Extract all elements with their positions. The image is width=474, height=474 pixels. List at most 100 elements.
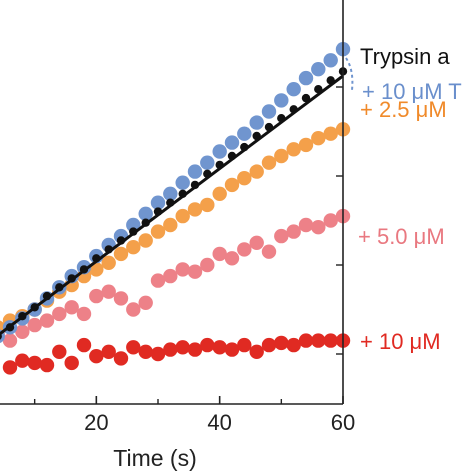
data-point: [15, 324, 30, 339]
data-point: [126, 302, 141, 317]
data-point: [187, 202, 203, 217]
data-point: [261, 244, 277, 259]
data-point: [175, 340, 190, 355]
data-point: [163, 186, 178, 201]
data-point: [101, 344, 116, 359]
data-point: [52, 306, 67, 322]
data-point: [286, 224, 301, 239]
data-point: [261, 155, 277, 170]
data-point: [212, 144, 227, 159]
data-point: [27, 317, 42, 333]
data-point: [76, 337, 92, 353]
series-label: + 10 μM: [360, 329, 441, 354]
data-point: [64, 355, 79, 371]
data-point: [261, 104, 277, 119]
data-point: [298, 70, 314, 86]
data-point: [212, 340, 227, 355]
data-point: [301, 93, 311, 103]
data-point: [113, 246, 129, 262]
data-point: [224, 177, 240, 193]
x-tick-label: 40: [207, 410, 231, 435]
data-point: [175, 175, 190, 190]
data-point: [138, 206, 153, 221]
data-point: [52, 344, 67, 359]
series-2: [0, 122, 351, 335]
series-4: [2, 333, 351, 375]
label-connector: [345, 57, 354, 91]
data-point: [274, 93, 289, 108]
data-point: [200, 197, 215, 213]
x-ticks: 20 40 60: [33, 86, 355, 435]
series-1: [0, 42, 351, 344]
data-point: [249, 344, 264, 359]
data-point: [163, 217, 178, 233]
data-point: [2, 333, 18, 348]
series-label: Trypsin a: [360, 44, 450, 69]
data-point: [237, 242, 252, 257]
data-point: [101, 284, 116, 299]
data-point: [200, 337, 215, 353]
plot-area: [0, 42, 351, 375]
series-3: [0, 208, 351, 348]
data-point: [187, 264, 203, 279]
data-point: [76, 306, 92, 322]
data-point: [187, 342, 203, 357]
data-point: [323, 126, 338, 141]
data-point: [311, 131, 326, 146]
data-point: [298, 217, 314, 233]
data-point: [212, 246, 227, 262]
data-point: [64, 300, 79, 315]
data-point: [39, 313, 55, 328]
series-label: + 5.0 μM: [358, 224, 445, 249]
data-point: [224, 251, 240, 266]
data-point: [249, 235, 264, 250]
data-point: [126, 217, 141, 233]
data-point: [286, 337, 301, 353]
data-point: [261, 337, 277, 353]
series-label: + 10 μM T: [362, 79, 462, 104]
fit-line: [0, 74, 344, 336]
data-point: [27, 355, 42, 371]
data-point: [311, 333, 326, 348]
data-point: [138, 233, 153, 248]
data-point: [113, 351, 129, 366]
data-point: [39, 357, 55, 373]
data-point: [311, 61, 326, 77]
data-point: [138, 295, 153, 310]
data-point: [163, 342, 178, 357]
data-point: [2, 360, 18, 375]
data-point: [212, 186, 227, 201]
data-point: [237, 171, 252, 186]
series-labels: Trypsin a + 10 μM T+ 2.5 μM + 5.0 μM + 10 μ…: [345, 44, 462, 354]
data-point: [286, 142, 301, 157]
data-point: [113, 291, 129, 306]
data-point: [150, 273, 166, 288]
data-point: [126, 240, 141, 255]
data-point: [249, 115, 264, 130]
data-point: [224, 135, 240, 150]
data-point: [150, 195, 166, 210]
data-point: [311, 220, 326, 235]
data-point: [89, 349, 104, 364]
data-point: [200, 155, 215, 170]
series-label: + 2.5 μM: [360, 97, 447, 122]
data-point: [274, 335, 289, 351]
x-axis-title: Time (s): [113, 445, 196, 471]
data-point: [323, 333, 338, 348]
data-point: [323, 53, 338, 68]
data-point: [249, 164, 264, 179]
data-point: [323, 213, 338, 228]
data-point: [298, 137, 314, 153]
data-point: [126, 340, 141, 355]
data-point: [224, 342, 240, 357]
data-point: [237, 337, 252, 353]
data-point: [175, 208, 190, 224]
data-point: [101, 255, 116, 270]
data-point: [175, 262, 190, 277]
data-point: [286, 82, 301, 97]
data-point: [150, 346, 166, 362]
data-point: [187, 164, 203, 179]
data-point: [237, 126, 252, 141]
data-point: [274, 228, 289, 244]
